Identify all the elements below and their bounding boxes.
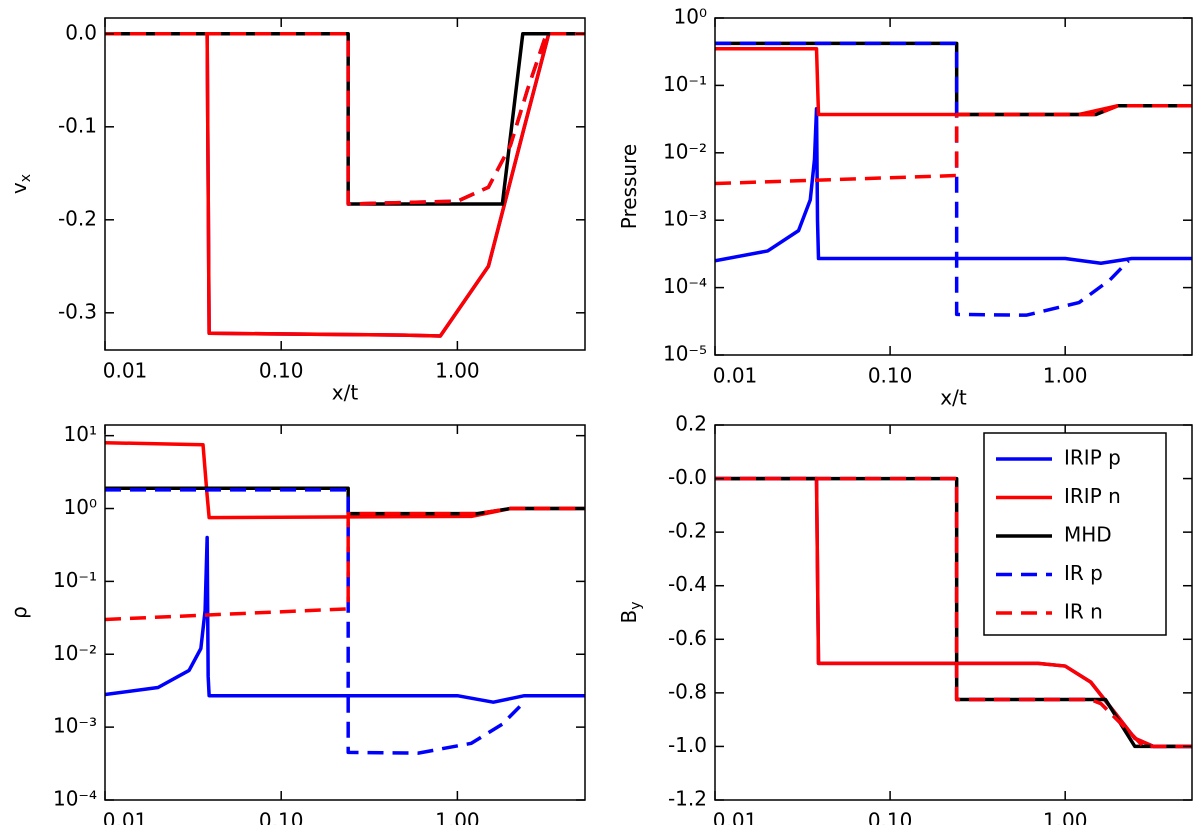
- y-tick-label: -0.1: [58, 113, 97, 137]
- legend-label: IR p: [1064, 561, 1103, 585]
- y-axis-label-main: Pressure: [617, 144, 641, 229]
- y-tick-label: 10⁻⁴: [663, 274, 707, 298]
- series-line: [105, 32, 585, 206]
- series-line: [105, 32, 585, 338]
- legend-label: MHD: [1064, 523, 1112, 547]
- series-line: [105, 506, 585, 622]
- y-tick-label: 10⁻³: [663, 207, 707, 231]
- panel: 0.01 0.10 1.00 0.2 -0.0 -0.2 -0.4 -0.6 -0.8 -1.0 -…: [617, 412, 1193, 825]
- plot-frame: [104, 17, 586, 351]
- series-line: [105, 32, 585, 206]
- y-axis-label-sub: x: [18, 174, 34, 182]
- x-axis-label: x/t: [332, 381, 359, 405]
- y-tick-label: 10⁻²: [663, 139, 707, 163]
- series-group: [715, 41, 1192, 317]
- x-tick-label: 1.00: [1043, 809, 1088, 825]
- y-tick-label: 10⁻³: [53, 714, 97, 738]
- y-tick-label: -1.2: [668, 787, 707, 811]
- x-tick-label: 0.01: [103, 809, 148, 825]
- y-axis-label: Pressure: [617, 144, 641, 229]
- plot-frame: [714, 424, 1193, 801]
- y-tick-label: -1.0: [668, 733, 707, 757]
- legend-label: IRIP n: [1064, 484, 1121, 508]
- series-line: [715, 103, 1192, 186]
- panel: 0.01 0.10 1.00 0.0 -0.1 -0.2 -0.3 x/t vx: [7, 17, 586, 405]
- y-axis-label: ρ: [7, 606, 31, 619]
- x-tick-label: 1.00: [1043, 364, 1088, 388]
- series-line: [715, 41, 1192, 117]
- x-tick-label: 1.00: [435, 359, 480, 383]
- series-group: [715, 476, 1192, 749]
- y-tick-label: -0.0: [668, 465, 707, 489]
- y-tick-label: -0.3: [58, 299, 97, 323]
- y-axis-label-main: B: [617, 610, 641, 624]
- series-line: [715, 41, 1130, 317]
- y-tick-label: -0.2: [58, 206, 97, 230]
- y-tick-label: 10⁻²: [53, 641, 97, 665]
- x-tick-label: 0.01: [103, 359, 148, 383]
- x-tick-label: 0.01: [713, 364, 758, 388]
- plot-frame: [104, 424, 586, 801]
- x-tick-label: 0.10: [259, 359, 304, 383]
- x-tick-label: 0.01: [713, 809, 758, 825]
- x-axis-label: x/t: [940, 386, 967, 410]
- x-tick-label: 0.10: [868, 364, 913, 388]
- plot-frame: [714, 17, 1193, 356]
- legend-box: [983, 432, 1167, 636]
- y-tick-label: -0.8: [668, 679, 707, 703]
- legend-label: IR n: [1064, 600, 1103, 624]
- x-tick-label: 0.10: [868, 809, 913, 825]
- series-line: [105, 440, 585, 520]
- y-tick-label: 10¹: [64, 422, 97, 446]
- series-line: [105, 32, 585, 338]
- x-tick-label: 1.00: [435, 809, 480, 825]
- series-line: [105, 535, 585, 704]
- y-tick-label: -0.6: [668, 626, 707, 650]
- y-axis-label-main: v: [7, 182, 31, 194]
- panel: 0.01 0.10 1.00 10⁻⁵ 10⁻⁴ 10⁻³ 10⁻² 10⁻¹ 10⁰ x/t Pr…: [617, 5, 1193, 410]
- y-tick-label: 10⁻¹: [53, 568, 97, 592]
- y-axis-label-sub: y: [628, 601, 644, 609]
- y-tick-label: 10⁻⁴: [53, 787, 97, 811]
- y-tick-label: 10⁻⁵: [663, 342, 707, 366]
- y-axis-label-main: ρ: [7, 606, 31, 619]
- y-tick-label: 10⁻¹: [663, 72, 707, 96]
- series-group: [105, 440, 585, 755]
- x-tick-label: 0.10: [259, 809, 304, 825]
- y-tick-label: 10⁰: [64, 495, 97, 519]
- series-line: [715, 476, 1192, 749]
- series-group: [105, 32, 585, 338]
- y-tick-label: 0.0: [65, 20, 97, 44]
- series-line: [715, 476, 1192, 749]
- y-axis-label: By: [617, 601, 645, 623]
- legend-label: IRIP p: [1064, 446, 1121, 470]
- series-line: [715, 107, 1192, 265]
- y-axis-label: vx: [7, 174, 35, 194]
- series-line: [105, 488, 523, 755]
- y-tick-label: -0.2: [668, 519, 707, 543]
- y-tick-label: 0.2: [675, 412, 707, 436]
- y-tick-label: -0.4: [668, 572, 707, 596]
- y-tick-label: 10⁰: [674, 5, 707, 29]
